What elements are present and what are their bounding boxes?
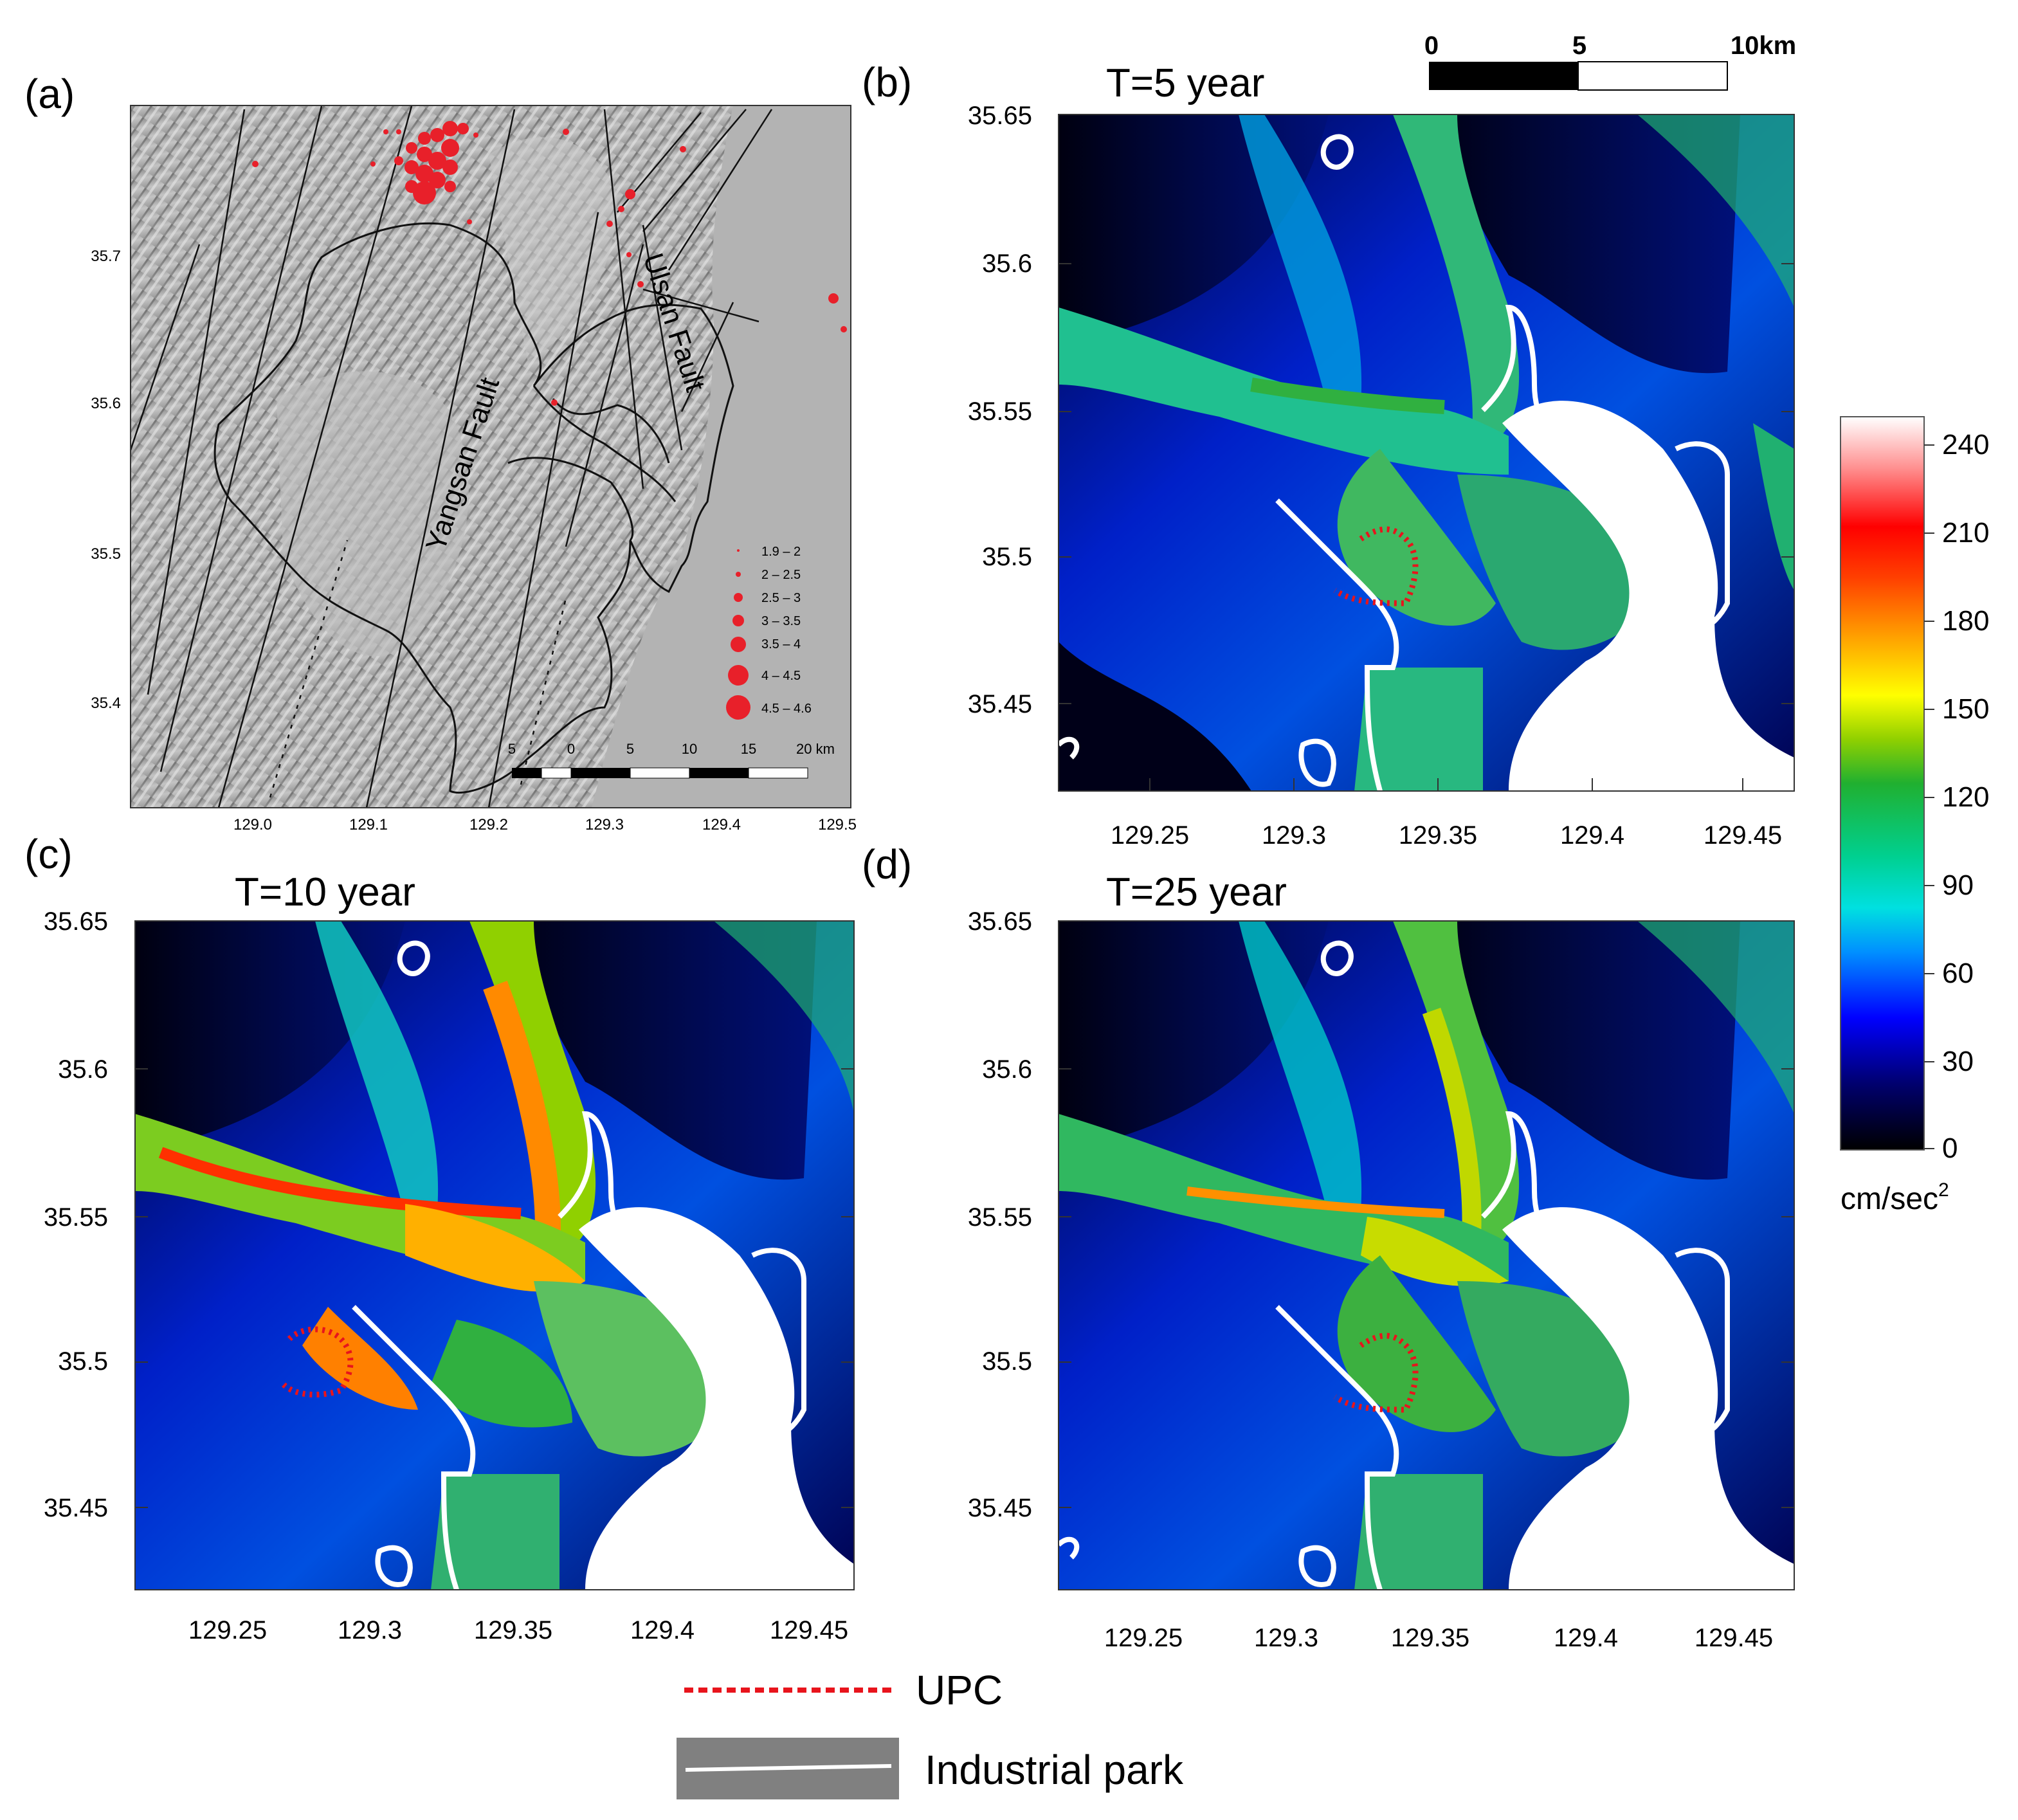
x-tick-label: 129.45 (770, 1616, 848, 1644)
scalebar-label: 0 (567, 741, 575, 757)
magnitude-legend-entry: 3 – 3.5 (761, 614, 801, 628)
y-tick-label: 35.6 (58, 1055, 108, 1084)
x-tick-label: 129.3 (1254, 1624, 1318, 1652)
y-tick-label: 35.55 (968, 1203, 1032, 1232)
colorbar-tick: 60 (1942, 958, 1974, 989)
y-tick-label: 35.55 (44, 1203, 108, 1232)
x-tick-label: 129.35 (1399, 821, 1477, 850)
x-tick-label: 129.4 (1560, 821, 1624, 850)
y-tick-label: 35.65 (968, 907, 1032, 936)
panel-b-title: T=5 year (1106, 61, 1264, 105)
panel-b-letter: (b) (862, 59, 912, 105)
x-tick-label: 129.45 (1695, 1624, 1773, 1652)
colorbar-tick: 0 (1942, 1133, 1958, 1164)
upc-legend-label: UPC (916, 1667, 1003, 1713)
x-tick-label: 129.35 (474, 1616, 552, 1644)
colorbar-tick: 210 (1942, 517, 1989, 549)
colorbar-tick: 120 (1942, 781, 1989, 813)
scalebar-label: 15 (741, 741, 756, 757)
x-tick-label: 129.4 (702, 816, 741, 833)
panel-a-scalebar: 5 0 5 10 15 20 km (508, 741, 835, 779)
colorbar-tick: 150 (1942, 693, 1989, 725)
y-tick-label: 35.55 (968, 397, 1032, 426)
pga-map-panel-d: (d) T=25 year (862, 841, 1795, 1591)
x-tick-label: 129.0 (233, 816, 272, 833)
top-scalebar: 0 5 10km (1424, 32, 1796, 91)
magnitude-legend-entry: 3.5 – 4 (761, 637, 801, 651)
x-tick-label: 129.2 (469, 816, 508, 833)
fault-lines (129, 105, 773, 808)
earthquake-epicenters (252, 121, 847, 406)
upc-boundary (1333, 526, 1419, 606)
magnitude-legend-entry: 4 – 4.5 (761, 669, 801, 683)
panel-d-letter: (d) (862, 841, 912, 887)
y-tick-label: 35.7 (91, 248, 121, 265)
magnitude-legend-entry: 4.5 – 4.6 (761, 702, 812, 716)
panel-d-title: T=25 year (1106, 870, 1287, 915)
x-tick-label: 129.4 (630, 1616, 695, 1644)
scalebar-label: 5 (508, 741, 516, 757)
y-tick-label: 35.6 (982, 250, 1032, 278)
x-tick-label: 129.3 (1262, 821, 1326, 850)
y-tick-label: 35.6 (91, 395, 121, 412)
x-tick-label: 129.5 (818, 816, 857, 833)
magnitude-legend-entry: 2.5 – 3 (761, 591, 801, 605)
upc-boundary (1333, 1333, 1419, 1413)
x-tick-label: 129.25 (1104, 1624, 1183, 1652)
ulsan-boundary (214, 223, 734, 794)
pga-colorbar: 240 210 180 150 120 90 60 30 0 cm/sec2 (1840, 416, 1989, 1216)
x-tick-label: 129.3 (338, 1616, 402, 1644)
scalebar-label: 10km (1731, 32, 1796, 60)
scalebar-label: 10 (682, 741, 697, 757)
y-tick-label: 35.5 (58, 1347, 108, 1376)
scalebar-label: 5 (1572, 32, 1586, 60)
panel-a-letter: (a) (24, 71, 75, 117)
x-tick-label: 129.25 (188, 1616, 267, 1644)
colorbar-tick: 180 (1942, 605, 1989, 637)
industrial-legend-label: Industrial park (925, 1747, 1184, 1793)
y-tick-label: 35.45 (44, 1494, 108, 1522)
magnitude-legend-entry: 2 – 2.5 (761, 568, 801, 582)
pga-map-panel-b: (b) T=5 year (862, 59, 1795, 792)
y-tick-label: 35.4 (91, 695, 121, 712)
map-legend: UPC Industrial park (677, 1667, 1184, 1799)
x-tick-label: 129.45 (1704, 821, 1782, 850)
y-tick-label: 35.5 (982, 1347, 1032, 1376)
magnitude-legend-entry: 1.9 – 2 (761, 545, 801, 559)
x-tick-label: 129.35 (1391, 1624, 1469, 1652)
y-tick-label: 35.5 (982, 543, 1032, 571)
colorbar-unit: cm/sec2 (1841, 1179, 1949, 1216)
scalebar-label: 0 (1424, 32, 1439, 60)
y-tick-label: 35.5 (91, 545, 121, 563)
magnitude-legend: 1.9 – 2 2 – 2.5 2.5 – 3 3 – 3.5 3.5 – 4 … (726, 545, 812, 720)
y-tick-label: 35.6 (982, 1055, 1032, 1084)
panel-c-letter: (c) (24, 831, 73, 877)
y-tick-label: 35.65 (44, 907, 108, 936)
panel-c-title: T=10 year (235, 870, 415, 915)
x-tick-label: 129.25 (1111, 821, 1189, 850)
colorbar-tick: 30 (1942, 1046, 1974, 1077)
colorbar-tick: 240 (1942, 429, 1989, 460)
x-tick-label: 129.3 (585, 816, 624, 833)
x-tick-label: 129.4 (1554, 1624, 1618, 1652)
y-tick-label: 35.65 (968, 102, 1032, 130)
y-tick-label: 35.45 (968, 1494, 1032, 1522)
y-tick-label: 35.45 (968, 690, 1032, 718)
scalebar-label: 20 km (796, 741, 835, 757)
scalebar-label: 5 (626, 741, 634, 757)
pga-map-panel-c: (c) T=10 year (24, 831, 855, 1591)
colorbar-tick: 90 (1942, 869, 1974, 901)
x-tick-label: 129.1 (349, 816, 388, 833)
